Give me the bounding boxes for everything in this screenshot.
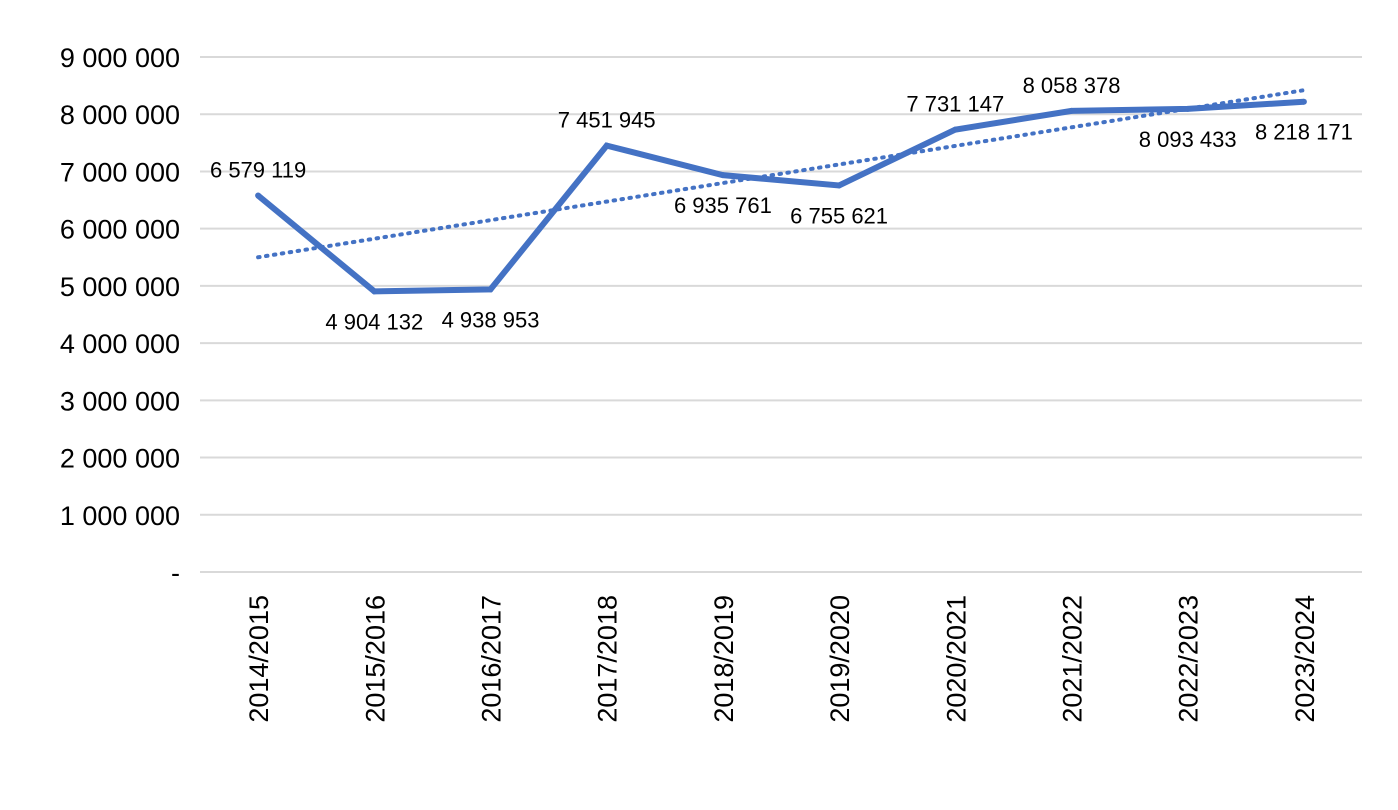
- y-tick-label: 8 000 000: [60, 100, 180, 130]
- x-tick-label: 2014/2015: [244, 595, 274, 723]
- y-tick-label: 3 000 000: [60, 386, 180, 416]
- x-tick-label: 2020/2021: [941, 595, 971, 723]
- data-label: 4 938 953: [442, 307, 540, 332]
- data-label: 4 904 132: [325, 309, 423, 334]
- data-label: 7 451 945: [558, 108, 656, 133]
- data-label: 8 058 378: [1023, 73, 1121, 98]
- data-labels: 6 579 119 4 904 132 4 938 953 7 451 945 6 93…: [210, 73, 1353, 334]
- x-axis-tick-labels: 2014/2015 2015/2016 2016/2017 2017/2018 2018…: [244, 595, 1320, 723]
- series-group: [255, 98, 1307, 295]
- x-tick-label: 2023/2024: [1290, 595, 1320, 723]
- data-label: 8 093 433: [1139, 127, 1237, 152]
- y-tick-label: 4 000 000: [60, 329, 180, 359]
- data-point: [371, 288, 378, 295]
- x-tick-label: 2017/2018: [593, 595, 623, 723]
- x-tick-label: 2018/2019: [709, 595, 739, 723]
- y-tick-label: 7 000 000: [60, 157, 180, 187]
- data-label: 6 579 119: [210, 158, 306, 183]
- series-line: [256, 98, 1305, 295]
- data-point: [487, 286, 494, 293]
- x-tick-label: 2019/2020: [825, 595, 855, 723]
- x-tick-label: 2022/2023: [1174, 595, 1204, 723]
- data-point: [719, 172, 726, 179]
- y-axis-tick-labels: - 1 000 000 2 000 000 3 000 000 4 000 000 5 0…: [60, 43, 180, 588]
- x-tick-label: 2016/2017: [477, 595, 507, 723]
- data-point: [1184, 105, 1191, 112]
- x-tick-label: 2015/2016: [360, 595, 390, 723]
- trendline-group: [256, 88, 1306, 260]
- data-label: 6 755 621: [790, 203, 888, 228]
- x-tick-label: 2021/2022: [1058, 595, 1088, 723]
- y-tick-label: 9 000 000: [60, 43, 180, 73]
- trendline: [256, 88, 1306, 260]
- data-point: [255, 192, 262, 199]
- gridlines: [200, 56, 1362, 573]
- data-label: 6 935 761: [674, 193, 772, 218]
- data-point: [603, 142, 610, 149]
- data-point: [1068, 107, 1075, 114]
- y-tick-label: -: [171, 558, 180, 588]
- data-point: [1300, 98, 1307, 105]
- y-tick-label: 6 000 000: [60, 215, 180, 245]
- data-label: 7 731 147: [906, 92, 1004, 117]
- data-point: [836, 182, 843, 189]
- y-tick-label: 5 000 000: [60, 272, 180, 302]
- data-point: [952, 126, 959, 133]
- y-tick-label: 2 000 000: [60, 444, 180, 474]
- data-label: 8 218 171: [1255, 120, 1353, 145]
- y-tick-label: 1 000 000: [60, 501, 180, 531]
